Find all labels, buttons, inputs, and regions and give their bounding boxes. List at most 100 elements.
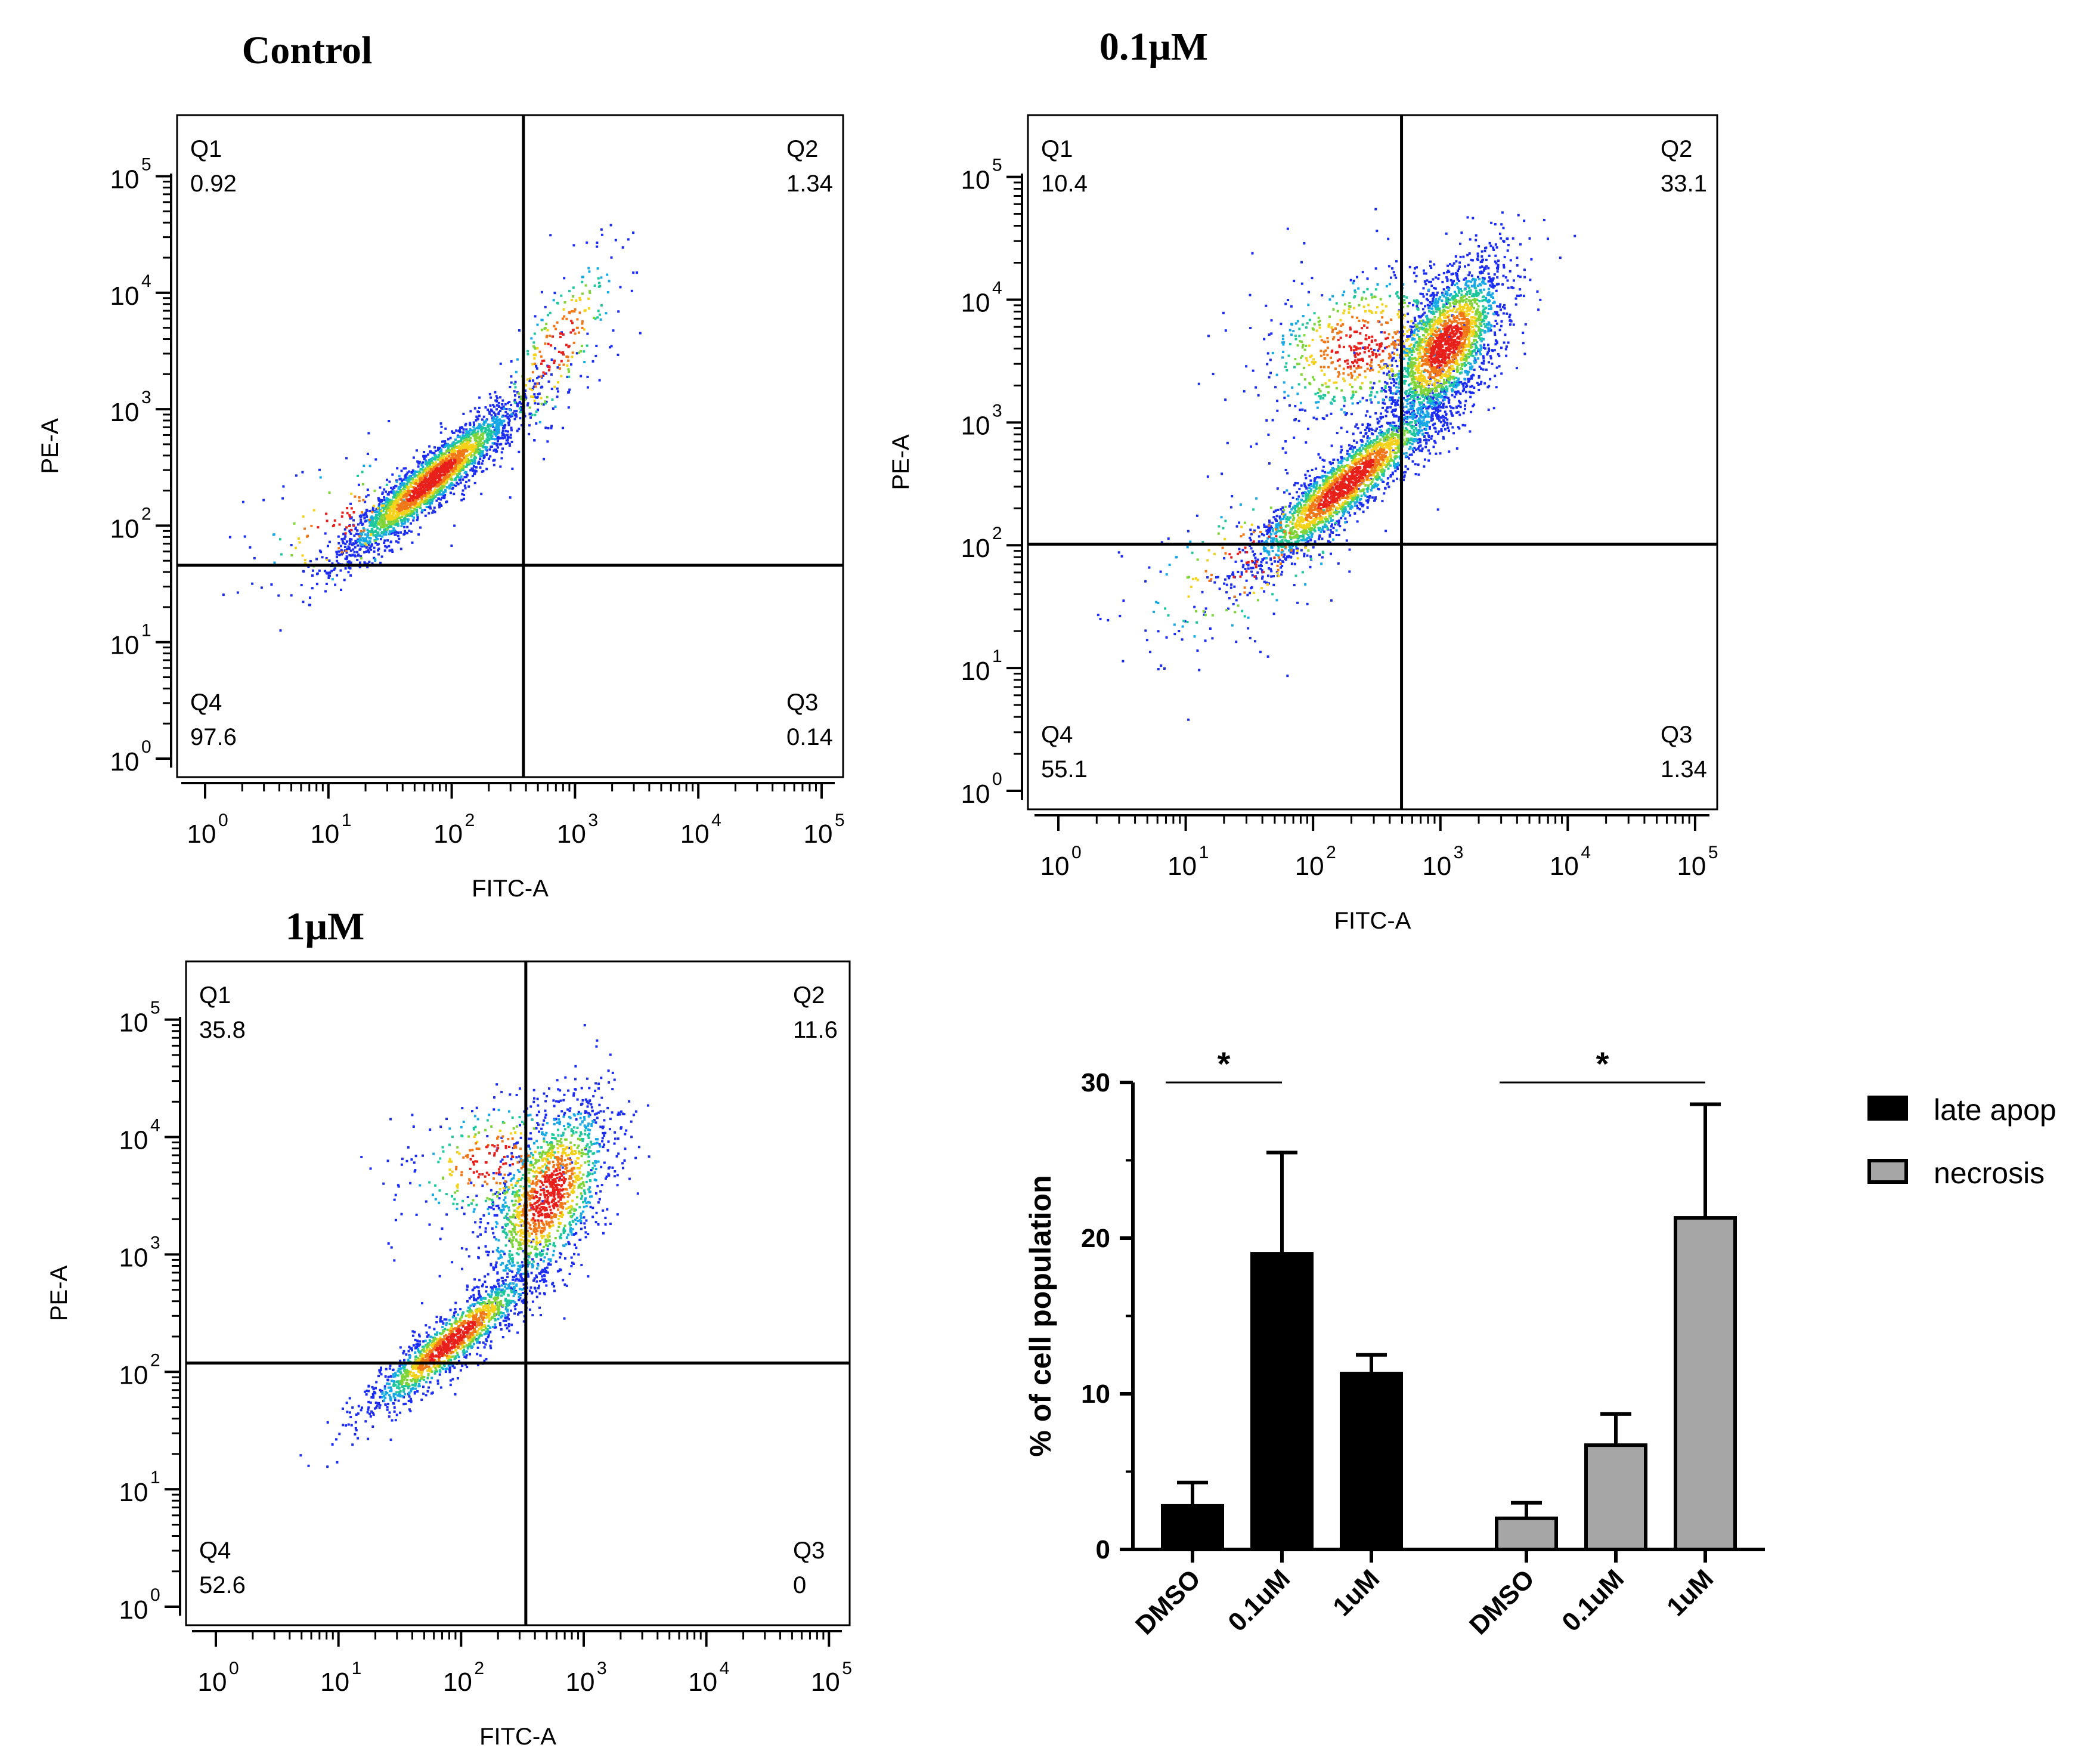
scatter-point <box>1451 388 1454 391</box>
scatter-point <box>537 393 540 396</box>
scatter-point <box>417 490 420 493</box>
scatter-point <box>1340 448 1343 451</box>
scatter-point <box>1488 287 1490 290</box>
scatter-point <box>373 517 376 520</box>
scatter-point <box>502 427 504 430</box>
scatter-point <box>1362 511 1365 514</box>
scatter-point <box>467 485 470 488</box>
scatter-point <box>401 515 404 518</box>
scatter-point <box>1330 523 1333 526</box>
scatter-point <box>1321 556 1324 559</box>
scatter-point <box>360 530 363 533</box>
scatter-point <box>1336 432 1339 435</box>
scatter-point <box>537 409 540 412</box>
scatter-point <box>388 420 391 422</box>
scatter-point <box>489 455 492 458</box>
scatter-point <box>610 345 613 348</box>
scatter-point <box>392 490 395 493</box>
scatter-point <box>1411 407 1414 409</box>
scatter-point <box>1408 265 1411 268</box>
scatter-point <box>598 379 601 382</box>
scatter-point <box>462 437 465 440</box>
scatter-point <box>402 478 405 481</box>
scatter-point <box>418 505 421 508</box>
scatter-point <box>1350 413 1353 416</box>
scatter-point <box>1380 331 1383 334</box>
scatter-point <box>550 426 553 429</box>
scatter-point <box>540 403 543 406</box>
scatter-point <box>411 478 414 481</box>
scatter-point <box>408 509 411 512</box>
scatter-point <box>439 431 442 434</box>
scatter-point <box>1247 564 1250 567</box>
scatter-point <box>353 554 356 557</box>
scatter-point <box>513 399 516 402</box>
scatter-point <box>445 444 448 447</box>
scatter-point <box>1494 333 1497 336</box>
scatter-point <box>368 521 371 524</box>
scatter-point <box>390 503 392 506</box>
panel-title: Control <box>242 29 373 72</box>
scatter-point <box>1481 271 1484 274</box>
scatter-point <box>593 284 596 287</box>
scatter-point <box>1462 412 1465 414</box>
scatter-point <box>279 629 282 632</box>
scatter-point <box>303 559 306 562</box>
scatter-point <box>493 442 496 445</box>
scatter-point <box>391 505 394 508</box>
scatter-point <box>387 517 390 520</box>
scatter-point <box>344 542 347 545</box>
scatter-point <box>1099 617 1102 620</box>
scatter-point <box>1268 567 1271 570</box>
scatter-point <box>406 520 409 523</box>
scatter-point <box>1376 427 1378 430</box>
scatter-point <box>343 537 346 540</box>
scatter-point <box>1523 352 1526 355</box>
scatter-point <box>1249 528 1252 531</box>
scatter-point <box>1225 583 1228 586</box>
scatter-point <box>1266 363 1269 366</box>
scatter-point <box>553 292 556 295</box>
scatter-point <box>1498 233 1501 236</box>
scatter-point <box>1254 556 1257 559</box>
scatter-point <box>1485 258 1488 261</box>
scatter-point <box>1224 398 1227 401</box>
scatter-point <box>1416 412 1419 414</box>
scatter-point <box>1509 259 1512 262</box>
scatter-point <box>361 545 364 548</box>
scatter-point <box>1358 501 1361 504</box>
scatter-point <box>373 546 376 549</box>
scatter-point <box>1232 573 1235 576</box>
scatter-point <box>1257 394 1260 397</box>
scatter-point <box>543 359 546 362</box>
scatter-point <box>475 440 478 443</box>
scatter-point <box>1299 409 1302 412</box>
scatter-point <box>1457 426 1460 429</box>
scatter-point <box>1374 412 1377 414</box>
scatter-point <box>488 411 491 414</box>
scatter-point <box>364 542 367 545</box>
scatter-point <box>1483 344 1486 347</box>
scatter-point <box>464 487 467 490</box>
scatter-point <box>1255 443 1258 446</box>
scatter-point <box>482 415 485 418</box>
scatter-point <box>559 367 562 370</box>
scatter-point <box>534 402 537 405</box>
scatter-point <box>1418 413 1421 416</box>
scatter-point <box>374 511 377 514</box>
scatter-point <box>499 437 502 440</box>
scatter-point <box>1368 494 1371 497</box>
scatter-point <box>1282 518 1285 521</box>
scatter-point <box>380 525 383 528</box>
scatter-point <box>456 434 459 437</box>
scatter-point <box>466 441 469 444</box>
scatter-point <box>1395 360 1398 363</box>
scatter-point <box>374 542 377 545</box>
scatter-point <box>1288 404 1291 407</box>
scatter-point <box>1392 384 1395 387</box>
scatter-point <box>395 479 398 482</box>
scatter-point <box>1487 267 1490 270</box>
scatter-point <box>1479 284 1482 287</box>
scatter-point <box>1330 552 1332 555</box>
scatter-point <box>565 344 568 347</box>
